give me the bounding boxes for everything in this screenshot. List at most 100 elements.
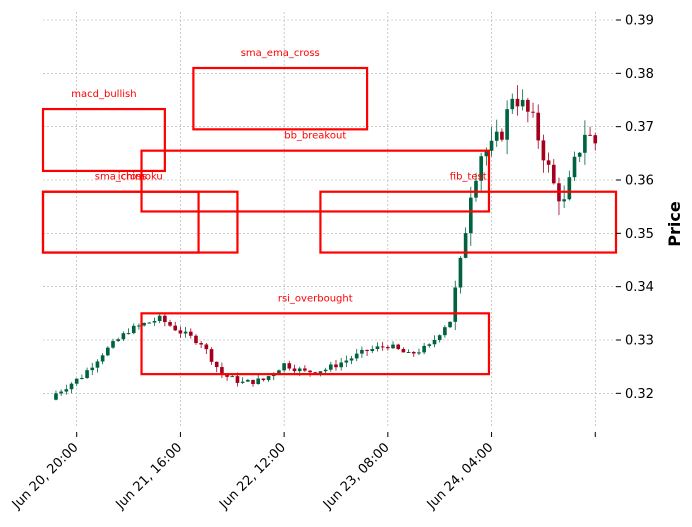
x-tick-label: Jun 22, 12:00: [216, 440, 289, 513]
candle-body: [536, 112, 541, 141]
candle-body: [354, 353, 359, 359]
annotation-label: bb_breakout: [284, 131, 346, 142]
candle-body: [458, 257, 463, 288]
candle-body: [188, 331, 193, 336]
candle-body: [360, 349, 364, 354]
candle-body: [334, 364, 338, 368]
candle-body: [199, 343, 203, 345]
candle-body: [74, 378, 79, 384]
candle-body: [386, 347, 390, 349]
annotation-box: [140, 149, 491, 213]
candle-body: [168, 322, 172, 326]
candle-body: [147, 322, 152, 324]
candle-body: [396, 344, 401, 350]
candle-body: [546, 160, 551, 165]
x-tick-label: Jun 20, 20:00: [9, 440, 82, 513]
candle-body: [121, 333, 126, 340]
candle-body: [339, 362, 343, 368]
annotation-box: [41, 107, 166, 173]
candle-body: [593, 135, 598, 144]
y-tick-label: 0.37: [625, 120, 654, 135]
candle-body: [323, 369, 328, 372]
candle-body: [344, 360, 349, 363]
candle-body: [95, 361, 100, 368]
candle-body: [246, 379, 250, 382]
candle-body: [380, 346, 385, 348]
annotation-box: [41, 190, 200, 254]
y-axis-ticks: 0.32 0.33 0.34 0.35 0.36 0.37 0.38 0.39: [616, 14, 654, 402]
candle-body: [572, 156, 577, 178]
candle-body: [468, 197, 473, 234]
candle-body: [328, 364, 333, 370]
candle-body: [292, 368, 297, 372]
candle-body: [214, 361, 219, 368]
candle-body: [100, 355, 105, 362]
candle-body: [54, 393, 58, 400]
candle-body: [194, 335, 198, 344]
candle-body: [427, 344, 432, 346]
candle-body: [277, 370, 281, 374]
candle-body: [106, 347, 110, 356]
candle-body: [225, 374, 229, 377]
candle-body: [126, 333, 131, 335]
candle-body: [422, 345, 426, 353]
y-tick-label: 0.32: [625, 387, 654, 402]
candle-body: [209, 349, 214, 362]
annotation-label: fib_test: [450, 172, 487, 183]
candle-body: [313, 372, 318, 374]
candle-body: [131, 325, 136, 334]
candle-body: [567, 177, 572, 200]
candle-body: [173, 325, 178, 331]
candle-body: [489, 140, 494, 151]
candle-body: [111, 341, 115, 348]
candle-body: [437, 335, 442, 340]
annotation-box: [140, 312, 491, 376]
candle-body: [510, 98, 515, 110]
candle-body: [479, 156, 483, 181]
candle-body: [85, 370, 89, 378]
x-tick-label: Jun 24, 04:00: [424, 440, 497, 513]
candle-body: [69, 383, 74, 390]
annotation-label: ichimoku: [118, 172, 163, 183]
y-tick-label: 0.33: [625, 334, 654, 349]
candle-body: [401, 349, 406, 353]
candle-body: [411, 351, 416, 354]
y-tick-label: 0.34: [625, 280, 654, 295]
candle-body: [152, 321, 157, 323]
candle-body: [235, 376, 240, 383]
candlesticks: [54, 85, 598, 401]
candle-body: [137, 325, 141, 327]
candle-body: [526, 99, 530, 112]
candle-body: [417, 352, 421, 354]
candle-body: [494, 131, 499, 141]
annotation-box: [192, 66, 369, 131]
candle-body: [583, 134, 587, 153]
candle-body: [230, 376, 235, 378]
candle-body: [261, 378, 266, 381]
candle-body: [303, 368, 307, 371]
candle-body: [562, 199, 566, 202]
candle-body: [484, 150, 489, 157]
y-tick-label: 0.38: [625, 67, 654, 82]
candle-body: [588, 134, 592, 136]
y-tick-label: 0.39: [625, 14, 654, 29]
y-tick-label: 0.35: [625, 227, 654, 242]
candle-body: [370, 348, 375, 352]
candle-body: [282, 363, 286, 371]
annotation-label: macd_bullish: [71, 89, 136, 100]
candle-body: [157, 315, 162, 322]
candle-body: [90, 367, 95, 371]
candle-body: [287, 363, 292, 369]
candle-body: [520, 99, 525, 107]
candle-body: [220, 367, 224, 375]
candle-body: [64, 389, 69, 392]
candle-body: [240, 381, 245, 383]
grid-lines: [43, 12, 616, 428]
candle-body: [256, 378, 261, 385]
candle-body: [515, 98, 520, 107]
candle-body: [266, 376, 271, 381]
candle-body: [80, 377, 84, 379]
x-tick-label: Jun 21, 16:00: [113, 440, 186, 513]
candle-body: [251, 379, 255, 385]
